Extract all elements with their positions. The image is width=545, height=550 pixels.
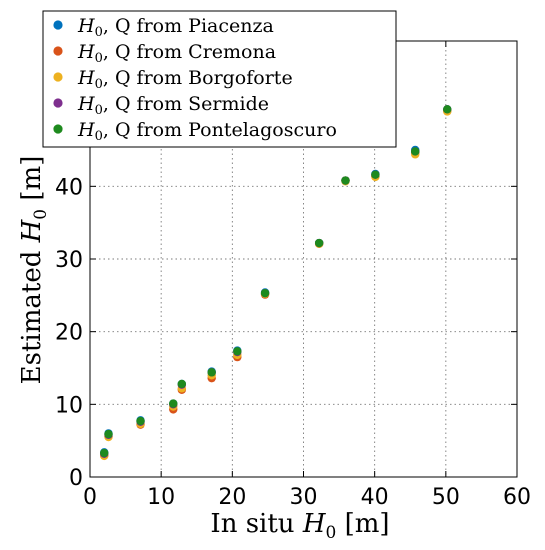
y-tick-label: 0 xyxy=(69,466,83,491)
y-axis-label: Estimated H0 [m] xyxy=(17,156,51,385)
x-tick-label: 10 xyxy=(147,485,175,510)
legend-entry: H0, Q from Borgoforte xyxy=(77,67,293,92)
data-point xyxy=(260,288,270,298)
data-point xyxy=(104,429,113,439)
data-point xyxy=(136,416,145,426)
x-tick-label: 20 xyxy=(218,485,246,510)
legend-marker xyxy=(53,20,63,30)
x-axis-label: In situ H0 [m] xyxy=(210,509,389,543)
y-tick-label: 10 xyxy=(55,393,83,418)
data-point xyxy=(371,170,380,179)
data-points xyxy=(100,105,452,461)
data-point xyxy=(411,147,420,156)
legend-entry: H0, Q from Pontelagoscuro xyxy=(77,119,337,144)
x-tick-label: 40 xyxy=(361,485,389,510)
y-tick-label: 30 xyxy=(55,248,83,273)
legend-marker xyxy=(53,46,63,56)
legend-entry: H0, Q from Cremona xyxy=(77,41,276,66)
legend-marker xyxy=(53,98,63,108)
x-tick-label: 50 xyxy=(432,485,460,510)
data-point xyxy=(207,368,216,377)
y-tick-label: 40 xyxy=(55,175,83,200)
legend-entry: H0, Q from Sermide xyxy=(77,93,269,118)
legend-marker xyxy=(53,124,63,134)
data-point xyxy=(233,347,242,356)
x-tick-label: 60 xyxy=(503,485,531,510)
x-tick-label: 30 xyxy=(290,485,318,510)
legend-box xyxy=(42,10,397,148)
legend-marker xyxy=(53,72,63,82)
data-point xyxy=(341,176,350,185)
data-point xyxy=(314,238,324,248)
y-tick-label: 20 xyxy=(55,321,83,346)
x-tick-label: 0 xyxy=(83,485,97,510)
legend-entry: H0, Q from Piacenza xyxy=(77,15,274,40)
series-points xyxy=(100,105,452,458)
data-point xyxy=(169,399,178,408)
data-point xyxy=(177,379,187,389)
data-point xyxy=(100,448,109,458)
data-point xyxy=(443,105,452,114)
axis-ticks: 0 10 20 30 40 50 60 0 10 20 30 40 xyxy=(55,41,531,510)
